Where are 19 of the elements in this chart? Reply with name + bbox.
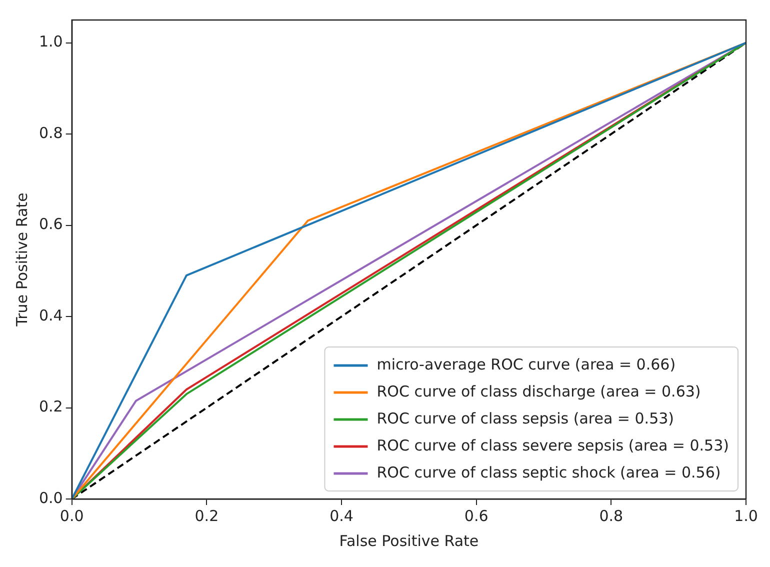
legend-label: micro-average ROC curve (area = 0.66) [376, 355, 676, 374]
y-tick-label: 0.8 [38, 124, 63, 142]
x-tick-label: 0.4 [330, 506, 354, 525]
x-tick-label: 1.0 [734, 506, 758, 525]
legend-label: ROC curve of class septic shock (area = 0.56) [376, 463, 721, 482]
x-tick-label: 0.6 [464, 506, 488, 525]
x-axis-title: False Positive Rate [339, 532, 479, 550]
y-tick-label: 0.0 [38, 488, 63, 507]
legend-label: ROC curve of class sepsis (area = 0.53) [376, 409, 674, 428]
x-tick-label: 0.8 [599, 506, 624, 525]
y-tick-label: 0.4 [38, 306, 63, 324]
y-tick-label: 0.6 [38, 215, 63, 234]
x-tick-label: 0.0 [60, 506, 84, 525]
x-tick-label: 0.2 [194, 506, 219, 525]
y-tick-label: 0.2 [38, 398, 63, 416]
y-tick-label: 1.0 [38, 32, 63, 51]
legend-label: ROC curve of class discharge (area = 0.63) [376, 382, 701, 400]
y-axis-title: True Positive Rate [12, 192, 31, 328]
legend-label: ROC curve of class severe sepsis (area = 0.53) [376, 436, 729, 454]
